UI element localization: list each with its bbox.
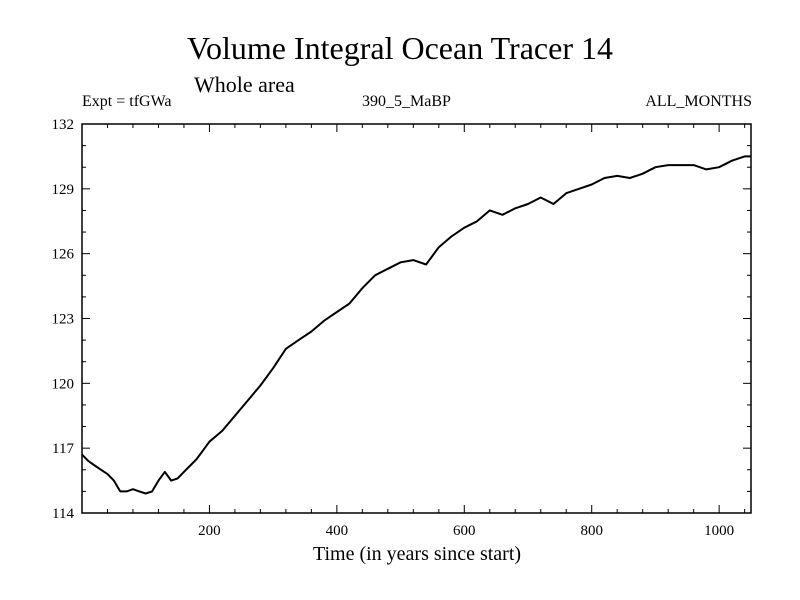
plot-frame [81, 123, 752, 514]
y-tick-label: 129 [52, 182, 75, 198]
x-ticks: 200 400 600 800 1000 [106, 124, 746, 539]
x-tick-label: 400 [326, 523, 349, 539]
y-tick-label: 120 [52, 376, 75, 392]
series-line-0 [81, 155, 751, 495]
series-layer [81, 155, 751, 495]
run-label: 390_5_MaBP [362, 93, 451, 110]
x-tick-label: 200 [198, 523, 221, 539]
experiment-label: Expt = tfGWa [82, 93, 172, 110]
x-tick-label: 800 [580, 523, 603, 539]
y-tick-label: 117 [52, 441, 74, 457]
y-tick-label: 132 [52, 117, 75, 133]
y-tick-label: 126 [52, 247, 75, 263]
y-tick-label: 114 [52, 506, 74, 522]
y-tick-label: 123 [52, 312, 75, 328]
chart-subtitle: Whole area [194, 72, 295, 97]
x-tick-label: 1000 [704, 523, 734, 539]
y-ticks: 114 117 120 123 126 129 132 [52, 117, 751, 522]
x-axis-label: Time (in years since start) [312, 543, 522, 565]
season-label: ALL_MONTHS [645, 93, 752, 110]
chart-title: Volume Integral Ocean Tracer 14 [187, 30, 613, 66]
x-tick-label: 600 [453, 523, 476, 539]
